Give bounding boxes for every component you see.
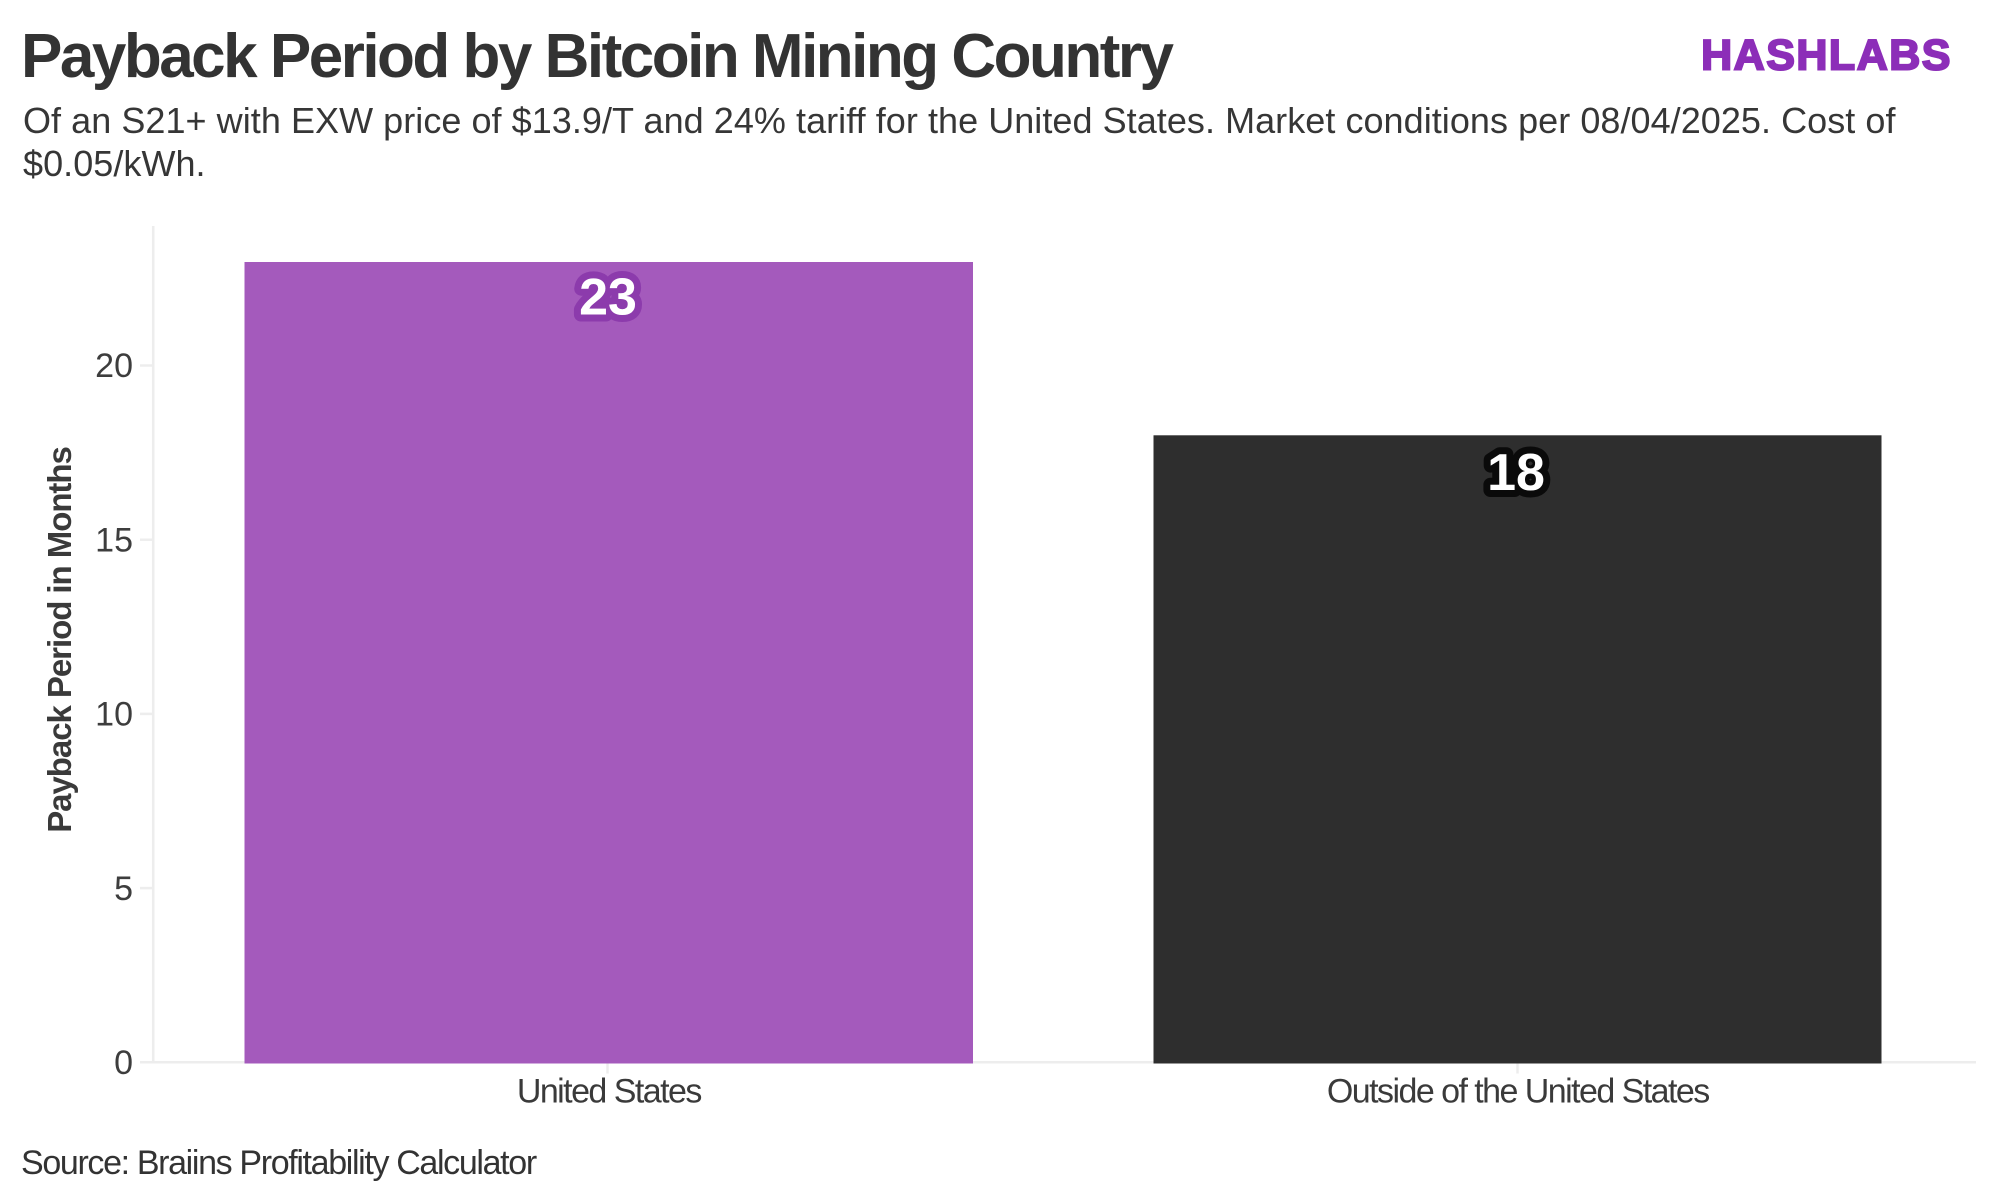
svg-text:Payback Period in Months: Payback Period in Months <box>41 447 78 833</box>
svg-text:15: 15 <box>95 521 133 559</box>
svg-text:5: 5 <box>114 870 133 908</box>
svg-text:Source: Braiins Profitability: Source: Braiins Profitability Calculator <box>21 1144 537 1182</box>
svg-text:United States: United States <box>517 1072 702 1110</box>
svg-text:20: 20 <box>95 347 133 385</box>
svg-text:Outside of the United States: Outside of the United States <box>1327 1072 1709 1110</box>
svg-text:$0.05/kWh.: $0.05/kWh. <box>23 143 206 184</box>
svg-text:23: 23 <box>579 269 637 327</box>
svg-text:0: 0 <box>114 1044 133 1082</box>
svg-text:Of an S21+ with EXW price of $: Of an S21+ with EXW price of $13.9/T and… <box>23 100 1896 141</box>
svg-text:HASHLABS: HASHLABS <box>1701 32 1952 80</box>
svg-text:18: 18 <box>1487 444 1545 502</box>
svg-text:10: 10 <box>95 696 133 734</box>
svg-text:Payback Period by Bitcoin Mini: Payback Period by Bitcoin Mining Country <box>21 22 1175 91</box>
